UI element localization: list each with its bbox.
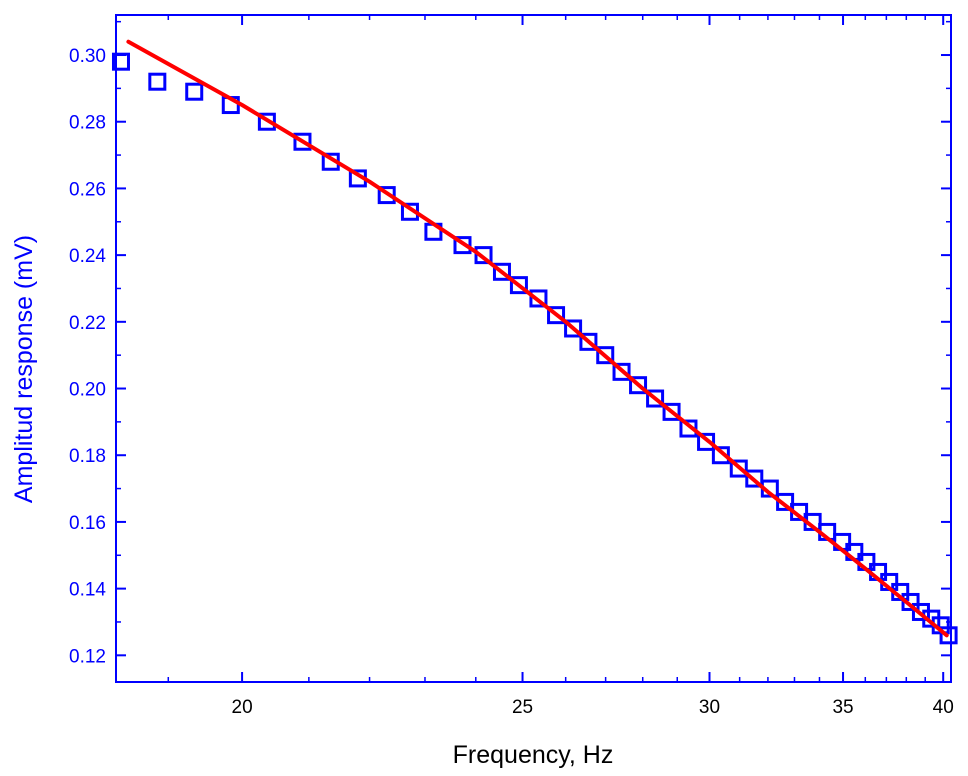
y-axis: 0.12 0.14 0.16 0.18 0.20 0.22 0.24 0.26 0.28 0.30: [69, 20, 951, 667]
x-tick-label: 25: [512, 697, 533, 718]
y-tick-label: 0.22: [69, 313, 106, 334]
data-point: [293, 132, 312, 151]
x-tick-label: 35: [832, 697, 853, 718]
x-tick-label: 40: [933, 697, 954, 718]
plot-frame: [115, 14, 952, 683]
y-tick-label: 0.26: [69, 179, 106, 200]
data-point: [662, 402, 681, 421]
data-point: [474, 246, 493, 265]
data-point: [185, 82, 204, 101]
data-point: [564, 319, 583, 338]
y-tick-label: 0.20: [69, 380, 106, 401]
y-axis-title: Amplitud response (mV): [10, 235, 38, 503]
plot-data: [111, 39, 958, 645]
fit-line: [126, 39, 949, 638]
data-point: [257, 112, 276, 131]
data-point: [612, 362, 631, 381]
x-axis-title: Frequency, Hz: [453, 741, 614, 769]
y-tick-label: 0.30: [69, 46, 106, 67]
data-point: [547, 306, 566, 325]
data-point: [148, 72, 167, 91]
data-point: [729, 459, 748, 478]
data-point: [529, 289, 548, 308]
y-tick-label: 0.16: [69, 513, 106, 534]
data-point: [646, 389, 665, 408]
y-tick-label: 0.28: [69, 113, 106, 134]
x-tick-label: 20: [232, 697, 253, 718]
data-point: [629, 376, 648, 395]
data-point: [377, 186, 396, 205]
y-tick-label: 0.12: [69, 646, 106, 667]
data-point: [901, 592, 920, 611]
x-tick-label: 30: [699, 697, 720, 718]
y-tick-label: 0.18: [69, 446, 106, 467]
data-point: [697, 432, 716, 451]
data-point: [711, 446, 730, 465]
data-point: [745, 469, 764, 488]
data-point: [111, 52, 130, 71]
data-point: [492, 262, 511, 281]
data-point: [596, 346, 615, 365]
data-point: [939, 626, 958, 645]
x-axis: 20 25 30 35 40: [167, 15, 954, 718]
y-tick-label: 0.14: [69, 580, 106, 601]
data-point: [579, 332, 598, 351]
data-point: [509, 276, 528, 295]
data-point: [453, 236, 472, 255]
y-tick-label: 0.24: [69, 246, 106, 267]
